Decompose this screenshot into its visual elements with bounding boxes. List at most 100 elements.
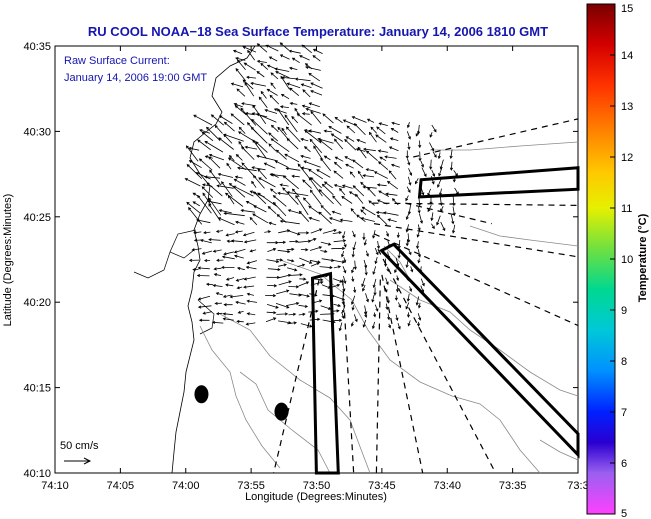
current-vector: [308, 237, 317, 242]
current-vector: [233, 248, 246, 254]
current-vector: [247, 49, 256, 61]
current-vector: [211, 320, 224, 325]
current-vector: [313, 145, 323, 160]
current-vector: [289, 102, 298, 106]
current-vector: [198, 158, 213, 171]
current-vector: [420, 160, 424, 168]
current-vector: [227, 157, 247, 171]
current-vector: [266, 259, 280, 263]
current-vector: [243, 62, 256, 71]
current-vector: [267, 206, 277, 215]
current-vector: [277, 108, 290, 126]
current-vector: [360, 217, 375, 222]
x-tick-label: 73:3: [567, 480, 588, 492]
current-vector: [256, 70, 265, 78]
current-vector: [288, 285, 300, 289]
current-vector: [246, 312, 256, 316]
current-vector: [268, 56, 278, 62]
current-vector: [310, 262, 320, 267]
bathymetry-contour: [539, 439, 579, 461]
current-vector: [284, 114, 298, 133]
colorbar-tick-label: 10: [621, 254, 633, 266]
current-vector: [233, 178, 246, 186]
current-vector: [374, 256, 378, 265]
current-vector: [188, 160, 202, 169]
y-tick-label: 40:15: [23, 383, 51, 395]
current-vector: [218, 115, 233, 124]
current-vector: [221, 265, 235, 270]
current-vector: [228, 154, 235, 162]
current-vector: [230, 82, 244, 88]
y-tick-label: 40:20: [23, 297, 51, 309]
current-vector: [301, 112, 310, 116]
current-vector: [333, 318, 343, 322]
current-vector: [333, 138, 344, 150]
current-vector: [328, 125, 342, 134]
current-vector: [438, 167, 443, 177]
current-vector: [272, 201, 287, 217]
current-vector: [310, 90, 323, 96]
current-vector: [201, 131, 214, 142]
current-vector: [235, 68, 246, 81]
dashed-line: [273, 279, 320, 474]
current-vector: [405, 195, 409, 202]
current-vector: [431, 169, 436, 177]
current-vector: [331, 210, 342, 215]
current-vector: [363, 239, 367, 246]
current-vector: [342, 231, 346, 240]
current-vector: [225, 277, 235, 281]
current-vector: [199, 239, 212, 244]
current-vector: [303, 160, 321, 168]
current-vector: [243, 285, 255, 289]
current-vector: [267, 284, 278, 288]
current-vector: [365, 250, 369, 257]
current-vector: [320, 249, 328, 253]
current-vector: [432, 151, 437, 158]
current-vector: [320, 157, 332, 172]
current-vector: [266, 241, 279, 245]
dashed-line: [373, 223, 579, 258]
current-vector: [308, 168, 324, 180]
current-vector: [291, 188, 300, 198]
current-vector: [395, 257, 400, 267]
current-vector: [258, 96, 268, 108]
current-vector: [197, 305, 212, 309]
bathymetry-contour: [199, 325, 281, 469]
y-tick-label: 40:25: [23, 212, 51, 224]
current-vector: [193, 238, 202, 242]
current-vector: [355, 193, 364, 204]
current-vector: [286, 267, 298, 272]
dashed-lines: [273, 118, 579, 474]
current-vector: [405, 150, 409, 160]
current-vector: [222, 294, 232, 298]
current-vector: [212, 284, 223, 288]
current-vector: [338, 322, 343, 332]
colorbar-tick-label: 13: [621, 101, 633, 113]
current-vector: [203, 231, 211, 235]
current-vector: [235, 278, 245, 282]
current-vector: [300, 248, 309, 252]
dashed-line: [377, 248, 497, 474]
current-vector: [234, 105, 247, 116]
current-vector: [268, 132, 279, 142]
current-vector: [206, 182, 223, 197]
current-vector: [331, 246, 346, 250]
current-vector: [351, 295, 356, 306]
current-vector: [301, 44, 312, 54]
current-vector: [235, 57, 246, 61]
current-vector: [362, 319, 367, 328]
current-vector: [320, 241, 332, 246]
dashed-line: [381, 274, 424, 474]
current-vector: [316, 169, 331, 178]
current-vector: [232, 185, 254, 197]
current-vector: [280, 93, 290, 100]
current-vector: [345, 163, 354, 169]
current-vector: [296, 113, 312, 126]
colorbar-tick-label: 7: [621, 407, 627, 419]
bathymetry-contour: [383, 245, 411, 281]
current-vector: [229, 295, 244, 299]
current-vector: [279, 42, 290, 51]
current-vector: [265, 294, 277, 298]
current-vector: [421, 167, 427, 178]
current-vector: [334, 156, 344, 162]
